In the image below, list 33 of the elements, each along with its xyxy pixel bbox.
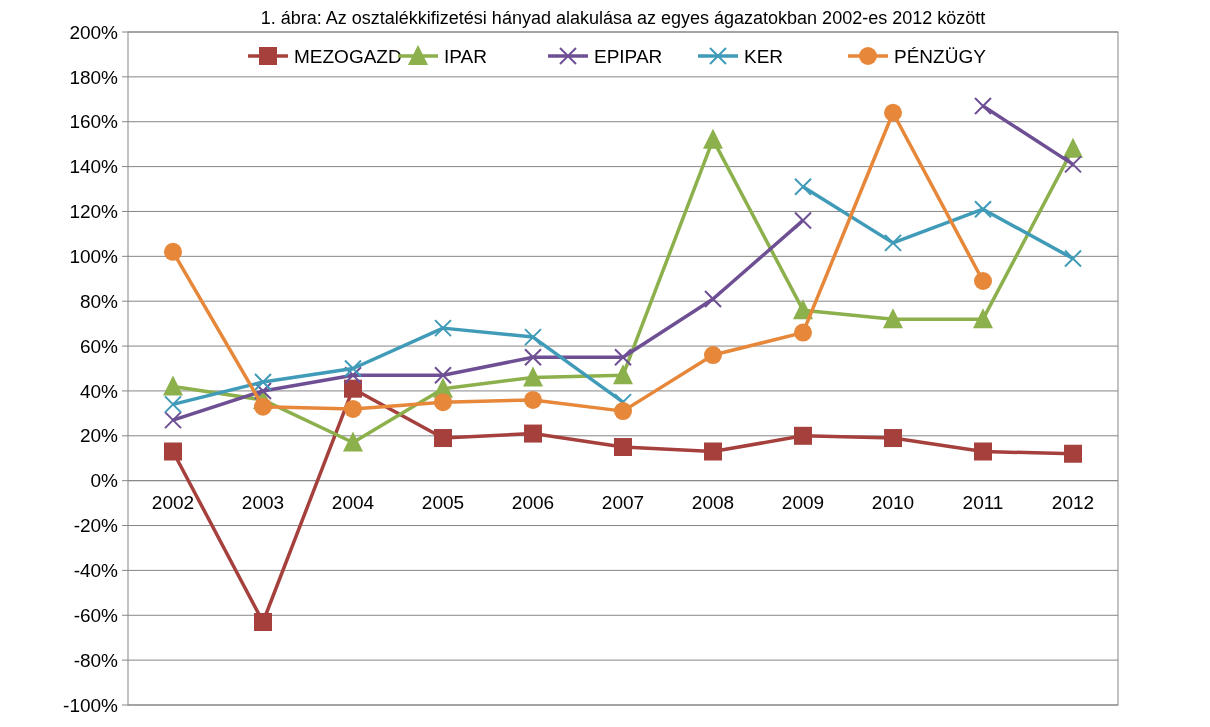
y-tick-label: -80% <box>73 649 119 671</box>
y-tick-label: 20% <box>79 425 119 447</box>
y-tick-label: 0% <box>90 470 119 492</box>
x-tick-label: 2012 <box>1051 491 1095 513</box>
x-tick-label: 2008 <box>691 491 735 513</box>
x-tick-label: 2003 <box>241 491 285 513</box>
y-tick-label: 100% <box>69 245 119 267</box>
y-tick-label: 200% <box>69 21 119 43</box>
x-tick-label: 2005 <box>421 491 465 513</box>
legend-label: PÉNZÜGY <box>894 45 987 67</box>
y-tick-label: 120% <box>69 201 119 223</box>
y-tick-label: -100% <box>63 694 119 716</box>
y-tick-label: 140% <box>69 156 119 178</box>
legend-label: EPIPAR <box>594 45 663 67</box>
x-tick-label: 2011 <box>962 491 1004 513</box>
x-tick-label: 2006 <box>511 491 555 513</box>
x-tick-label: 2002 <box>151 491 195 513</box>
y-tick-label: 60% <box>79 335 119 357</box>
y-tick-label: -40% <box>73 560 119 582</box>
y-tick-label: -20% <box>73 515 119 537</box>
x-tick-label: 2004 <box>331 491 375 513</box>
chart-title: 1. ábra: Az osztalékkifizetési hányad alakulása az egyes ágazatokban 2002-es 2012 között <box>260 8 986 28</box>
y-tick-label: 40% <box>79 380 119 402</box>
y-tick-label: 160% <box>69 111 119 133</box>
y-tick-label: 80% <box>79 290 119 312</box>
legend-label: IPAR <box>444 45 487 67</box>
x-tick-label: 2009 <box>781 491 825 513</box>
y-tick-label: 180% <box>69 66 119 88</box>
legend-label: MEZOGAZD <box>294 45 402 67</box>
x-tick-label: 2010 <box>871 491 915 513</box>
x-tick-label: 2007 <box>601 491 645 513</box>
y-tick-label: -60% <box>73 604 119 626</box>
legend-label: KER <box>744 45 784 67</box>
